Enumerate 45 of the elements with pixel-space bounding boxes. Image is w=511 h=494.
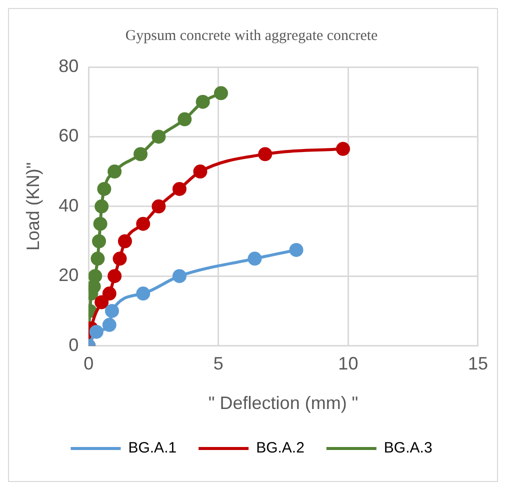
point [118, 234, 132, 248]
point [289, 242, 304, 257]
point [89, 324, 104, 339]
point [172, 269, 186, 284]
y-axis-title: Load (KN)" [22, 162, 43, 251]
point [214, 86, 228, 100]
point [94, 295, 109, 310]
point [112, 252, 127, 266]
point [102, 318, 116, 332]
x-tick-label: 15 [468, 354, 488, 374]
point [90, 252, 105, 266]
x-axis-title: " Deflection (mm) " [208, 393, 358, 414]
x-tick-label: 5 [213, 354, 224, 374]
point [102, 286, 116, 301]
point [136, 216, 150, 231]
point [94, 199, 109, 214]
chart-title: Gypsum concrete with aggregate concrete [125, 28, 378, 44]
point [93, 216, 108, 231]
legend-label: BG.A.1 [128, 440, 177, 457]
point [108, 269, 122, 284]
point [104, 304, 119, 318]
point [92, 234, 106, 248]
point [196, 94, 210, 109]
point [134, 147, 148, 162]
y-tick-label: 60 [58, 126, 79, 146]
y-tick-label: 0 [68, 334, 79, 355]
point [336, 142, 350, 156]
point [152, 199, 166, 214]
point [178, 112, 192, 126]
point [248, 252, 262, 266]
point [193, 164, 208, 179]
point [97, 182, 112, 196]
point [136, 286, 150, 301]
y-tick-label: 40 [58, 195, 79, 216]
point [258, 147, 272, 162]
legend-label: BG.A.2 [256, 440, 304, 457]
x-tick-label: 0 [84, 354, 94, 374]
point [172, 182, 186, 196]
point [88, 269, 102, 284]
x-tick-label: 10 [338, 354, 358, 374]
point [152, 130, 166, 144]
legend-label: BG.A.3 [384, 440, 432, 457]
y-tick-label: 20 [58, 265, 79, 286]
point [108, 164, 122, 179]
y-tick-label: 80 [58, 56, 79, 76]
